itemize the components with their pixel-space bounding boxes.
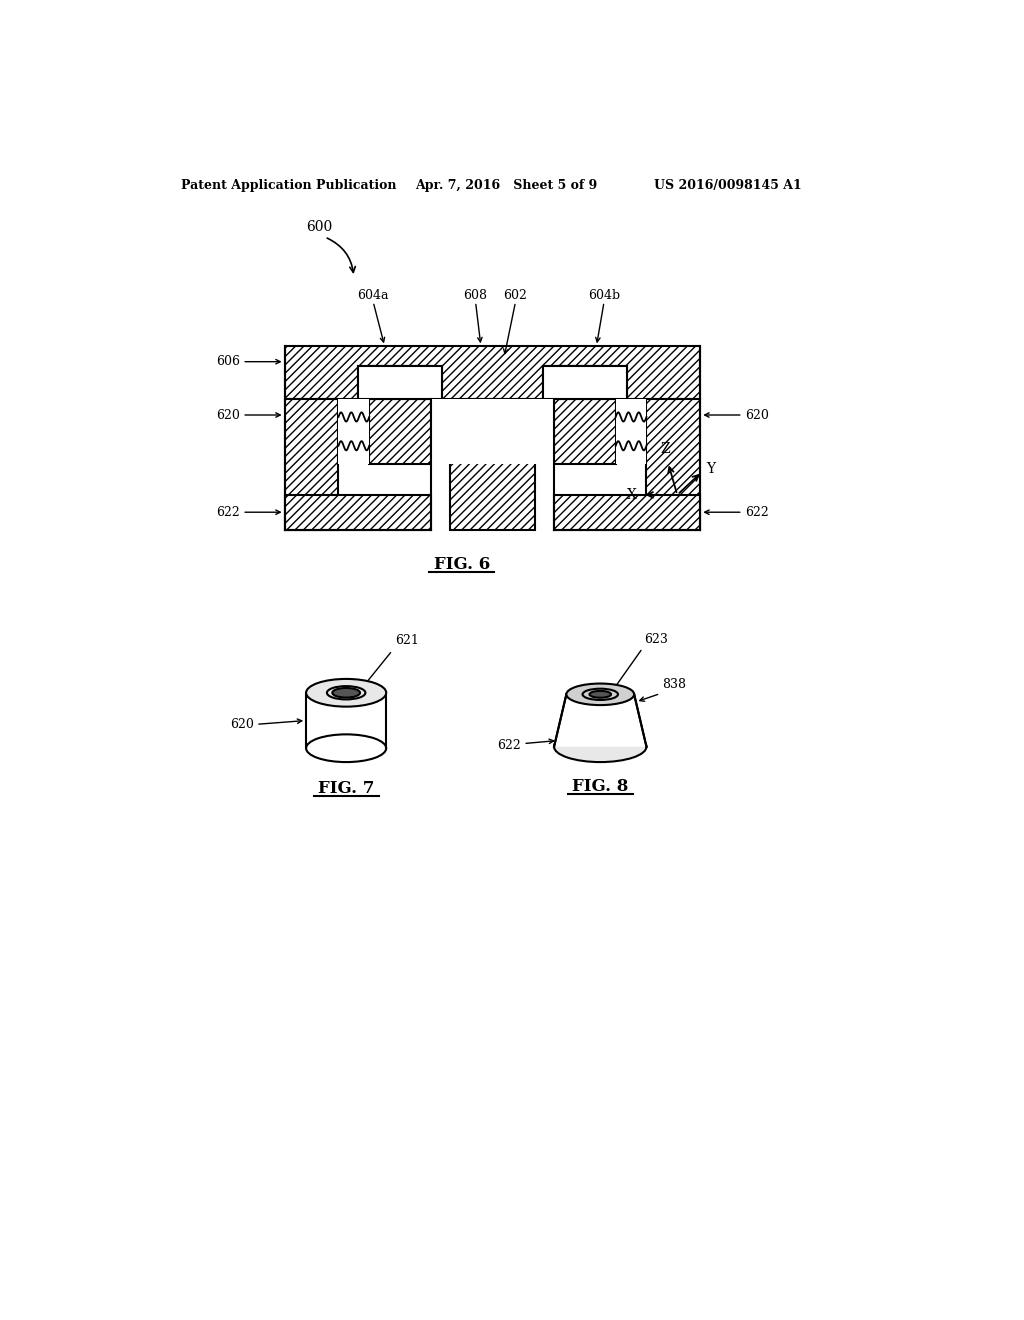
Text: Y: Y xyxy=(707,462,716,477)
FancyArrowPatch shape xyxy=(327,238,355,272)
Text: X: X xyxy=(628,488,637,502)
Text: 620: 620 xyxy=(216,408,240,421)
Text: Patent Application Publication: Patent Application Publication xyxy=(180,178,396,191)
Bar xyxy=(431,399,554,465)
Polygon shape xyxy=(554,694,646,747)
Bar xyxy=(285,495,431,529)
Text: 620: 620 xyxy=(229,718,254,731)
Text: 600: 600 xyxy=(306,220,333,234)
Text: 620: 620 xyxy=(745,408,769,421)
Text: 604b: 604b xyxy=(588,289,621,302)
Bar xyxy=(339,399,370,465)
Text: 621: 621 xyxy=(394,634,419,647)
Text: Z: Z xyxy=(660,442,670,457)
Ellipse shape xyxy=(333,688,360,697)
Bar xyxy=(554,367,615,465)
Bar xyxy=(370,367,431,465)
Bar xyxy=(554,495,700,529)
Text: US 2016/0098145 A1: US 2016/0098145 A1 xyxy=(654,178,802,191)
Text: Apr. 7, 2016   Sheet 5 of 9: Apr. 7, 2016 Sheet 5 of 9 xyxy=(416,178,598,191)
Text: 604a: 604a xyxy=(357,289,389,302)
Text: 602: 602 xyxy=(504,289,527,302)
Bar xyxy=(285,346,700,399)
Bar xyxy=(357,367,442,399)
Bar xyxy=(615,399,646,465)
Text: FIG. 8: FIG. 8 xyxy=(572,779,629,795)
Text: FIG. 7: FIG. 7 xyxy=(318,780,375,797)
Ellipse shape xyxy=(306,734,386,762)
Ellipse shape xyxy=(554,731,646,762)
Text: 622: 622 xyxy=(498,739,521,752)
Bar xyxy=(285,399,339,529)
Text: 608: 608 xyxy=(464,289,487,302)
Bar xyxy=(646,399,700,529)
Text: FIG. 6: FIG. 6 xyxy=(433,556,489,573)
Ellipse shape xyxy=(306,678,386,706)
Bar xyxy=(357,367,442,399)
Ellipse shape xyxy=(590,690,611,698)
Text: 838: 838 xyxy=(662,678,686,692)
Bar xyxy=(451,399,535,529)
Text: 622: 622 xyxy=(216,506,240,519)
Text: 606: 606 xyxy=(216,355,240,368)
Bar xyxy=(543,367,628,399)
Text: 622: 622 xyxy=(745,506,769,519)
Bar xyxy=(543,367,628,399)
Ellipse shape xyxy=(566,684,634,705)
Text: 623: 623 xyxy=(644,632,668,645)
